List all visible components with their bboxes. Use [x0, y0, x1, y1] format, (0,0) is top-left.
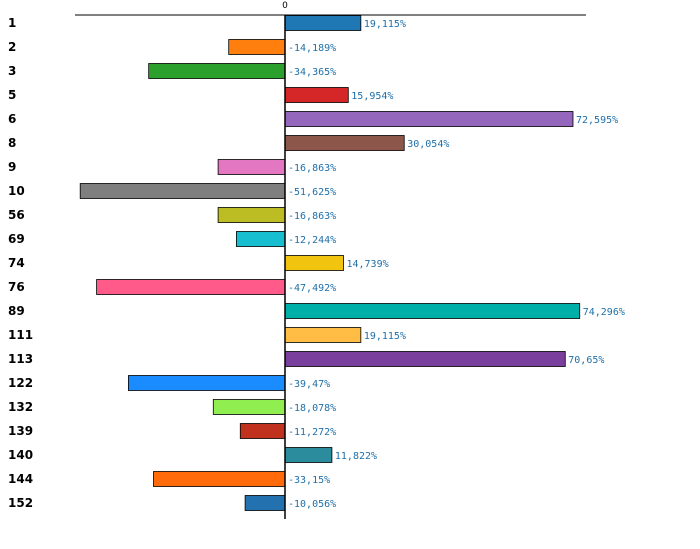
- value-label: 72,595%: [576, 115, 618, 126]
- bar: [79, 183, 286, 199]
- bar: [212, 399, 286, 415]
- bar: [96, 279, 286, 295]
- category-label: 9: [8, 160, 16, 174]
- bar: [284, 447, 333, 463]
- value-label: -16,863%: [288, 211, 336, 222]
- category-label: 144: [8, 472, 33, 486]
- value-label: -33,15%: [288, 475, 330, 486]
- value-label: 19,115%: [364, 331, 406, 342]
- value-label: -18,078%: [288, 403, 336, 414]
- value-label: 11,822%: [335, 451, 377, 462]
- category-label: 8: [8, 136, 16, 150]
- value-label: 30,054%: [407, 139, 449, 150]
- bar: [217, 207, 286, 223]
- category-label: 1: [8, 16, 16, 30]
- category-label: 152: [8, 496, 33, 510]
- bar: [284, 135, 405, 151]
- category-label: 74: [8, 256, 25, 270]
- bar: [217, 159, 286, 175]
- value-label: -16,863%: [288, 163, 336, 174]
- value-label: 19,115%: [364, 19, 406, 30]
- value-label: -39,47%: [288, 379, 330, 390]
- category-label: 10: [8, 184, 25, 198]
- bar: [284, 351, 566, 367]
- category-label: 2: [8, 40, 16, 54]
- category-label: 6: [8, 112, 16, 126]
- bars-layer: 1 19,115% 2 -14,189% 3 -34,365% 5 15,954% 6 72,59…: [8, 15, 625, 511]
- category-label: 89: [8, 304, 25, 318]
- bar: [284, 87, 349, 103]
- category-label: 3: [8, 64, 16, 78]
- value-label: 14,739%: [346, 259, 388, 270]
- category-label: 76: [8, 280, 25, 294]
- category-label: 111: [8, 328, 33, 342]
- value-label: 15,954%: [351, 91, 393, 102]
- value-label: -14,189%: [288, 43, 336, 54]
- zero-tick-label: 0: [282, 1, 288, 11]
- bar: [284, 327, 362, 343]
- value-label: -47,492%: [288, 283, 336, 294]
- bar: [284, 15, 362, 31]
- value-label: 70,65%: [568, 355, 604, 366]
- value-label: -12,244%: [288, 235, 336, 246]
- category-label: 132: [8, 400, 33, 414]
- bar: [284, 255, 344, 271]
- value-label: -11,272%: [288, 427, 336, 438]
- bar: [244, 495, 286, 511]
- category-label: 139: [8, 424, 33, 438]
- bar: [284, 303, 581, 319]
- category-label: 113: [8, 352, 33, 366]
- bar: [148, 63, 286, 79]
- bar: [153, 471, 286, 487]
- bar: [128, 375, 286, 391]
- value-label: -10,056%: [288, 499, 336, 510]
- value-label: 74,296%: [583, 307, 625, 318]
- value-label: -34,365%: [288, 67, 336, 78]
- value-label: -51,625%: [288, 187, 336, 198]
- category-label: 69: [8, 232, 25, 246]
- bar: [239, 423, 286, 439]
- category-label: 122: [8, 376, 33, 390]
- category-label: 5: [8, 88, 16, 102]
- bar: [284, 111, 574, 127]
- bar: [236, 231, 286, 247]
- category-label: 140: [8, 448, 33, 462]
- bar: [228, 39, 286, 55]
- category-label: 56: [8, 208, 25, 222]
